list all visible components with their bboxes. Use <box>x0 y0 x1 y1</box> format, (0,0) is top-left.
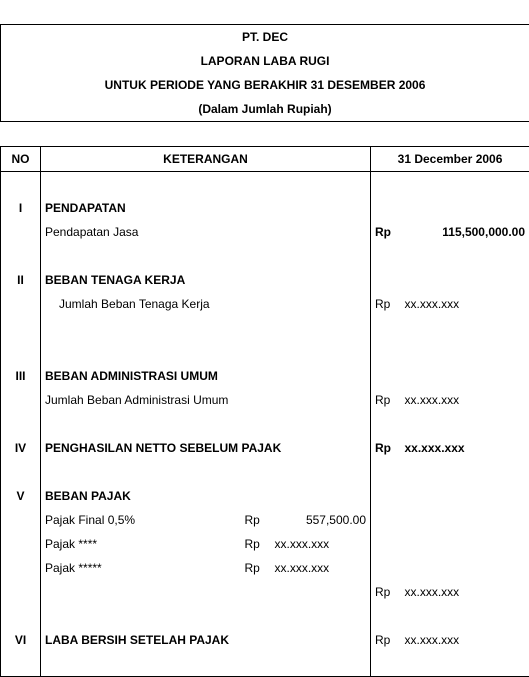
row-desc: Jumlah Beban Tenaga Kerja <box>41 292 371 316</box>
currency-label: Rp <box>241 556 271 580</box>
row-desc: Jumlah Beban Administrasi Umum <box>41 388 371 412</box>
report-period: UNTUK PERIODE YANG BERAKHIR 31 DESEMBER … <box>1 73 529 97</box>
value-cell: xx.xxx.xxx <box>271 556 371 580</box>
currency-label: Rp <box>241 508 271 532</box>
currency-label: Rp <box>371 436 401 460</box>
value-cell: 557,500.00 <box>271 508 371 532</box>
table-row: Pajak Final 0,5% Rp 557,500.00 <box>1 508 529 532</box>
value-cell: xx.xxx.xxx <box>401 580 529 604</box>
col-desc: KETERANGAN <box>41 147 371 172</box>
row-no: I <box>1 196 41 220</box>
row-desc: BEBAN PAJAK <box>41 484 371 508</box>
row-desc: BEBAN ADMINISTRASI UMUM <box>41 364 371 388</box>
table-row: IV PENGHASILAN NETTO SEBELUM PAJAK Rp xx… <box>1 436 529 460</box>
col-no: NO <box>1 147 41 172</box>
table-row: V BEBAN PAJAK <box>1 484 529 508</box>
table-row: Jumlah Beban Tenaga Kerja Rp xx.xxx.xxx <box>1 292 529 316</box>
currency-label: Rp <box>371 220 401 244</box>
table-row: Rp xx.xxx.xxx <box>1 580 529 604</box>
value-cell: xx.xxx.xxx <box>401 628 529 652</box>
income-statement-table: PT. DEC LAPORAN LABA RUGI UNTUK PERIODE … <box>0 0 529 677</box>
currency-label: Rp <box>371 388 401 412</box>
row-no: VI <box>1 628 41 652</box>
table-row: Pajak **** Rp xx.xxx.xxx <box>1 532 529 556</box>
row-no: II <box>1 268 41 292</box>
value-cell: 115,500,000.00 <box>401 220 529 244</box>
row-no: III <box>1 364 41 388</box>
report-title: LAPORAN LABA RUGI <box>1 49 529 73</box>
row-desc: LABA BERSIH SETELAH PAJAK <box>41 628 371 652</box>
table-row: VI LABA BERSIH SETELAH PAJAK Rp xx.xxx.x… <box>1 628 529 652</box>
table-row: II BEBAN TENAGA KERJA <box>1 268 529 292</box>
value-cell: xx.xxx.xxx <box>401 388 529 412</box>
row-no: IV <box>1 436 41 460</box>
currency-label: Rp <box>241 532 271 556</box>
row-desc: Pendapatan Jasa <box>41 220 371 244</box>
row-desc: PENDAPATAN <box>41 196 371 220</box>
table-row: Pajak ***** Rp xx.xxx.xxx <box>1 556 529 580</box>
row-desc: Pajak Final 0,5% <box>41 508 241 532</box>
table-row: III BEBAN ADMINISTRASI UMUM <box>1 364 529 388</box>
row-desc: BEBAN TENAGA KERJA <box>41 268 371 292</box>
row-no: V <box>1 484 41 508</box>
row-desc: Pajak ***** <box>41 556 241 580</box>
table-row: Jumlah Beban Administrasi Umum Rp xx.xxx… <box>1 388 529 412</box>
value-cell: xx.xxx.xxx <box>401 292 529 316</box>
company-name: PT. DEC <box>1 25 529 50</box>
row-desc: Pajak **** <box>41 532 241 556</box>
table-row: I PENDAPATAN <box>1 196 529 220</box>
col-date: 31 December 2006 <box>371 147 529 172</box>
value-cell: xx.xxx.xxx <box>401 436 529 460</box>
currency-label: Rp <box>371 628 401 652</box>
currency-label: Rp <box>371 292 401 316</box>
currency-note: (Dalam Jumlah Rupiah) <box>1 97 529 122</box>
currency-label: Rp <box>371 580 401 604</box>
row-desc: PENGHASILAN NETTO SEBELUM PAJAK <box>41 436 371 460</box>
table-row: Pendapatan Jasa Rp 115,500,000.00 <box>1 220 529 244</box>
value-cell: xx.xxx.xxx <box>271 532 371 556</box>
